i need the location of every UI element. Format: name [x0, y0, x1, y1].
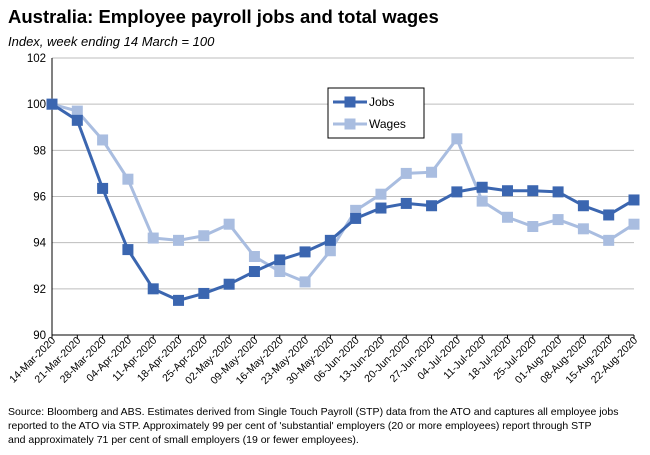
- data-point-wages: [552, 214, 564, 226]
- data-point-jobs: [552, 186, 564, 198]
- data-point-jobs: [577, 200, 589, 212]
- data-point-jobs: [299, 246, 311, 258]
- data-point-jobs: [274, 254, 286, 266]
- source-note: Source: Bloomberg and ABS. Estimates der…: [8, 405, 644, 447]
- data-point-jobs: [400, 197, 412, 209]
- data-point-wages: [476, 195, 488, 207]
- source-line: reported to the ATO via STP. Approximate…: [8, 420, 592, 432]
- data-point-jobs: [147, 283, 159, 295]
- axes: 909294969810010214-Mar-202021-Mar-202028…: [7, 53, 640, 387]
- legend-swatch-marker: [344, 96, 356, 108]
- legend: Jobs Wages: [327, 87, 425, 139]
- y-tick-label: 96: [33, 192, 46, 204]
- data-point-wages: [628, 218, 640, 230]
- data-point-jobs: [97, 182, 109, 194]
- data-point-jobs: [223, 278, 235, 290]
- data-point-jobs: [451, 186, 463, 198]
- series-layer: [46, 98, 640, 306]
- data-point-jobs: [173, 294, 185, 306]
- data-point-jobs: [375, 202, 387, 214]
- data-point-jobs: [46, 98, 58, 110]
- data-point-jobs: [122, 244, 134, 256]
- data-point-wages: [400, 167, 412, 179]
- data-point-wages: [223, 218, 235, 230]
- data-point-wages: [248, 251, 260, 263]
- data-point-jobs: [248, 266, 260, 278]
- data-point-jobs: [603, 209, 615, 221]
- data-point-jobs: [426, 200, 438, 212]
- data-point-jobs: [324, 234, 336, 246]
- data-point-jobs: [71, 114, 83, 126]
- data-point-wages: [274, 266, 286, 278]
- data-point-wages: [350, 204, 362, 216]
- data-point-wages: [527, 221, 539, 233]
- data-point-wages: [375, 188, 387, 200]
- data-point-wages: [147, 232, 159, 244]
- y-tick-label: 100: [27, 99, 46, 111]
- y-tick-label: 92: [33, 284, 46, 296]
- data-point-wages: [198, 230, 210, 242]
- source-line: and approximately 71 per cent of small e…: [8, 434, 359, 446]
- data-point-wages: [71, 105, 83, 117]
- legend-label: Wages: [369, 117, 406, 131]
- data-point-wages: [122, 173, 134, 185]
- legend-label: Jobs: [369, 95, 394, 109]
- y-tick-label: 98: [33, 145, 46, 157]
- data-point-wages: [299, 276, 311, 288]
- data-point-wages: [451, 133, 463, 145]
- line-chart: 909294969810010214-Mar-202021-Mar-202028…: [7, 53, 640, 387]
- data-point-jobs: [350, 212, 362, 224]
- data-point-jobs: [476, 181, 488, 193]
- y-tick-label: 102: [27, 53, 46, 65]
- data-point-jobs: [527, 185, 539, 197]
- series-jobs: [46, 98, 640, 306]
- data-point-wages: [97, 134, 109, 146]
- y-tick-label: 94: [33, 238, 46, 250]
- data-point-jobs: [501, 185, 513, 197]
- data-point-wages: [603, 234, 615, 246]
- data-point-jobs: [628, 194, 640, 206]
- chart-title: Australia: Employee payroll jobs and tot…: [8, 6, 439, 27]
- data-point-wages: [501, 211, 513, 223]
- data-point-wages: [324, 245, 336, 257]
- data-point-jobs: [198, 287, 210, 299]
- source-line: Source: Bloomberg and ABS. Estimates der…: [8, 406, 619, 418]
- data-point-wages: [426, 166, 438, 178]
- y-tick-label: 90: [33, 330, 46, 342]
- chart-subtitle: Index, week ending 14 March = 100: [8, 34, 215, 49]
- legend-swatch-marker: [344, 118, 356, 130]
- data-point-wages: [173, 234, 185, 246]
- data-point-wages: [577, 223, 589, 235]
- legend-box: [327, 87, 425, 139]
